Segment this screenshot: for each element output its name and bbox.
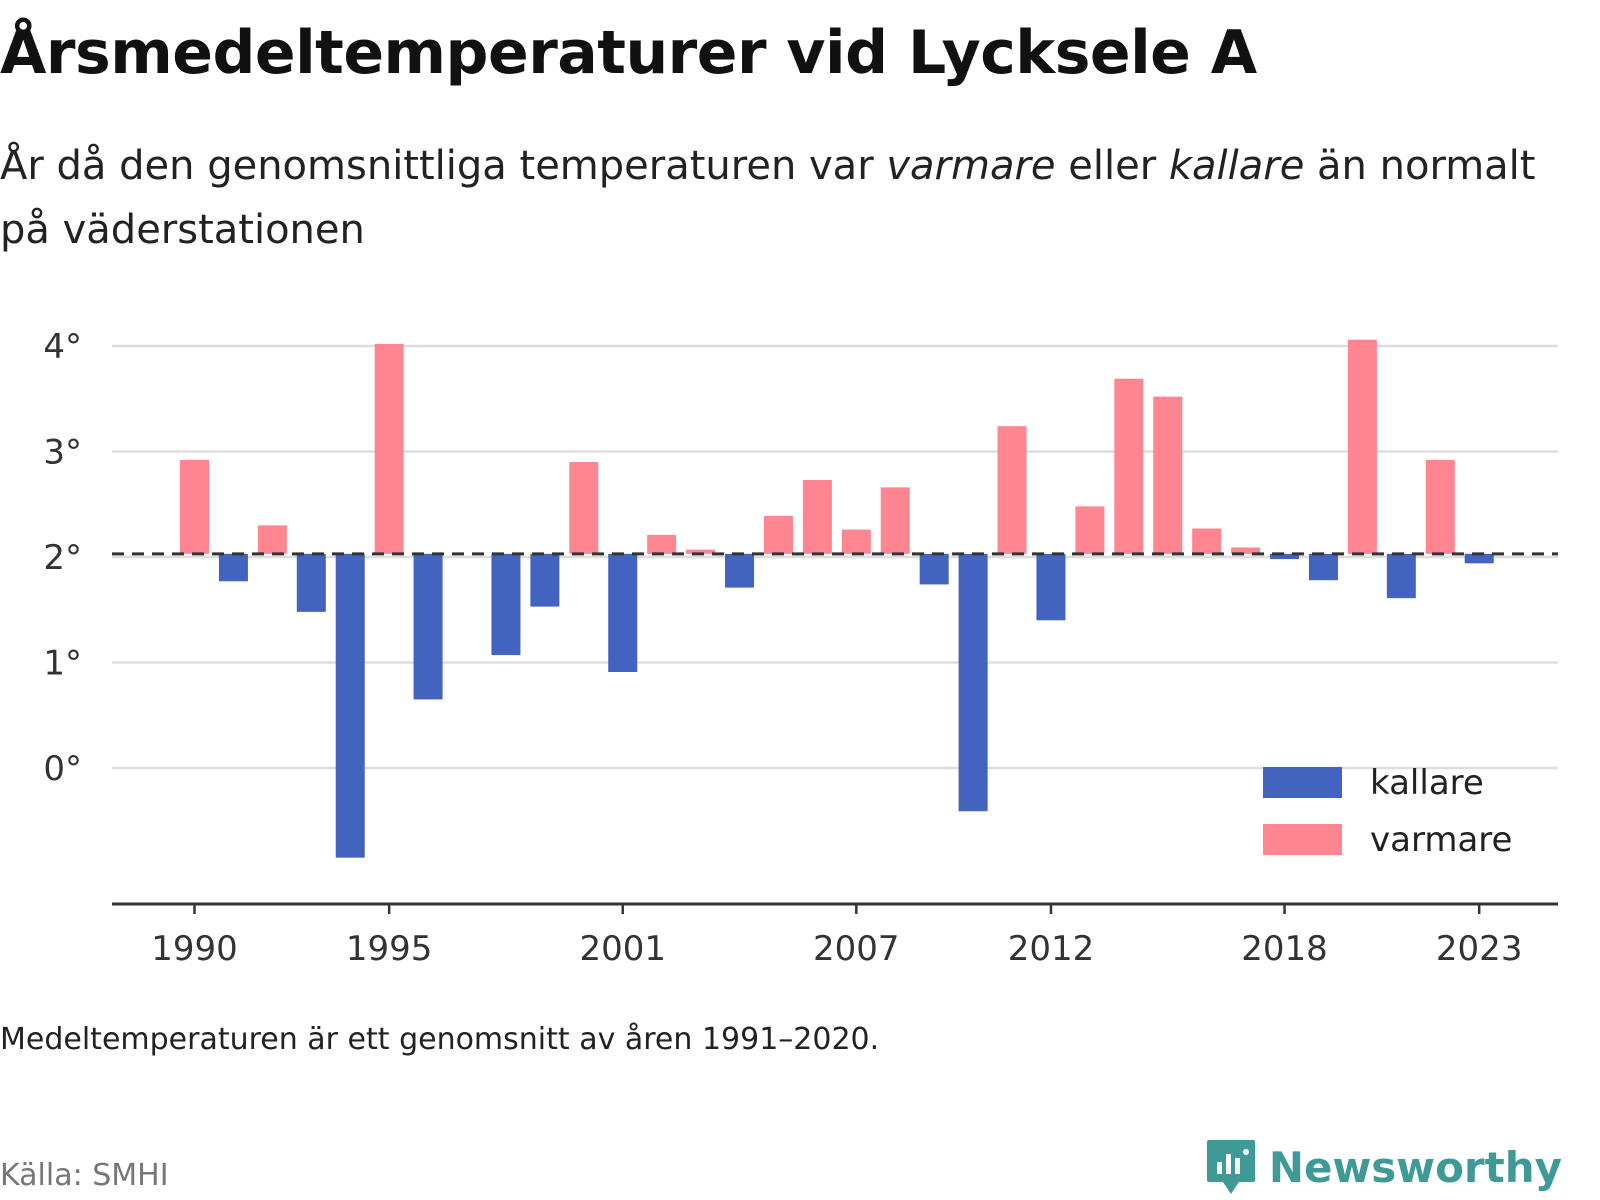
bar-2003	[686, 549, 716, 554]
bar-1992	[257, 525, 287, 554]
subtitle-varmare: varmare	[886, 143, 1056, 189]
legend: kallare varmare	[1263, 763, 1512, 860]
subtitle-part-2: eller	[1055, 143, 1169, 189]
x-tick-label-1995: 1995	[346, 929, 433, 969]
x-tick-label-2007: 2007	[813, 929, 900, 969]
y-tick-label-4: 4°	[43, 330, 82, 367]
bar-2016	[1192, 528, 1222, 554]
bar-1994	[335, 553, 365, 858]
bar-2013	[1075, 506, 1105, 554]
legend-label-kallare: kallare	[1370, 763, 1484, 803]
bar-1993	[296, 553, 326, 612]
bar-2011	[997, 426, 1027, 554]
source-label: Källa: SMHI	[0, 1158, 169, 1193]
bar-1990	[180, 459, 209, 554]
bar-1996	[413, 553, 443, 700]
brand-name: Newsworthy	[1268, 1142, 1562, 1192]
bar-2012	[1036, 553, 1066, 621]
subtitle-part-1: År då den genomsnittliga temperaturen va…	[0, 143, 887, 189]
x-tick-label-2001: 2001	[579, 929, 666, 969]
bar-2014	[1114, 378, 1144, 554]
bar-2004	[725, 553, 755, 588]
bar-2015	[1153, 396, 1183, 554]
legend-label-varmare: varmare	[1370, 820, 1512, 860]
bar-layer	[180, 339, 1494, 858]
bar-2019	[1308, 553, 1338, 581]
bar-2007	[841, 529, 871, 554]
footnote: Medeltemperaturen är ett genomsnitt av å…	[0, 1022, 880, 1057]
bar-1991	[218, 553, 248, 582]
x-tick-label-2012: 2012	[1008, 929, 1095, 969]
temperature-bar-chart: 4°3°2°1°0° 1990 1995 2001 2007 2012 2018 2023 …	[43, 330, 1558, 969]
newsworthy-logo-icon	[1206, 1140, 1255, 1194]
bar-2006	[802, 479, 832, 554]
bar-2001	[608, 553, 638, 672]
x-tick-label-2018: 2018	[1241, 929, 1328, 969]
legend-swatch-kallare	[1263, 767, 1342, 798]
bar-2021	[1386, 553, 1416, 599]
bar-2020	[1347, 339, 1377, 554]
x-tick-label-2023: 2023	[1436, 929, 1523, 969]
legend-swatch-varmare	[1263, 824, 1342, 855]
bar-2000	[569, 462, 599, 554]
bar-1999	[530, 553, 560, 607]
chart-subtitle: År då den genomsnittliga temperaturen va…	[0, 134, 1540, 262]
bar-2002	[647, 534, 677, 554]
bar-1998	[491, 553, 521, 656]
y-tick-label-2: 2°	[43, 538, 82, 578]
y-tick-label-0: 0°	[43, 749, 82, 789]
bar-2022	[1425, 459, 1455, 554]
bar-2008	[880, 487, 910, 554]
bar-2017	[1231, 547, 1261, 554]
bar-2009	[919, 553, 949, 585]
x-tick-label-1990: 1990	[151, 929, 238, 969]
x-axis: 1990 1995 2001 2007 2012 2018 2023	[112, 902, 1558, 969]
bar-2010	[958, 553, 988, 812]
subtitle-kallare: kallare	[1168, 143, 1305, 189]
chart-title: Årsmedeltemperaturer vid Lycksele A	[0, 18, 1257, 88]
bar-2023	[1464, 553, 1494, 564]
bar-2018	[1270, 553, 1300, 560]
y-tick-label-3: 3°	[43, 433, 82, 473]
y-tick-label-1: 1°	[43, 644, 82, 684]
bar-2005	[763, 515, 793, 554]
newsworthy-logo[interactable]: Newsworthy	[1205, 1138, 1562, 1196]
bar-1995	[374, 343, 404, 554]
subtitle-part-3: än normalt på väderstationen	[0, 143, 1536, 253]
